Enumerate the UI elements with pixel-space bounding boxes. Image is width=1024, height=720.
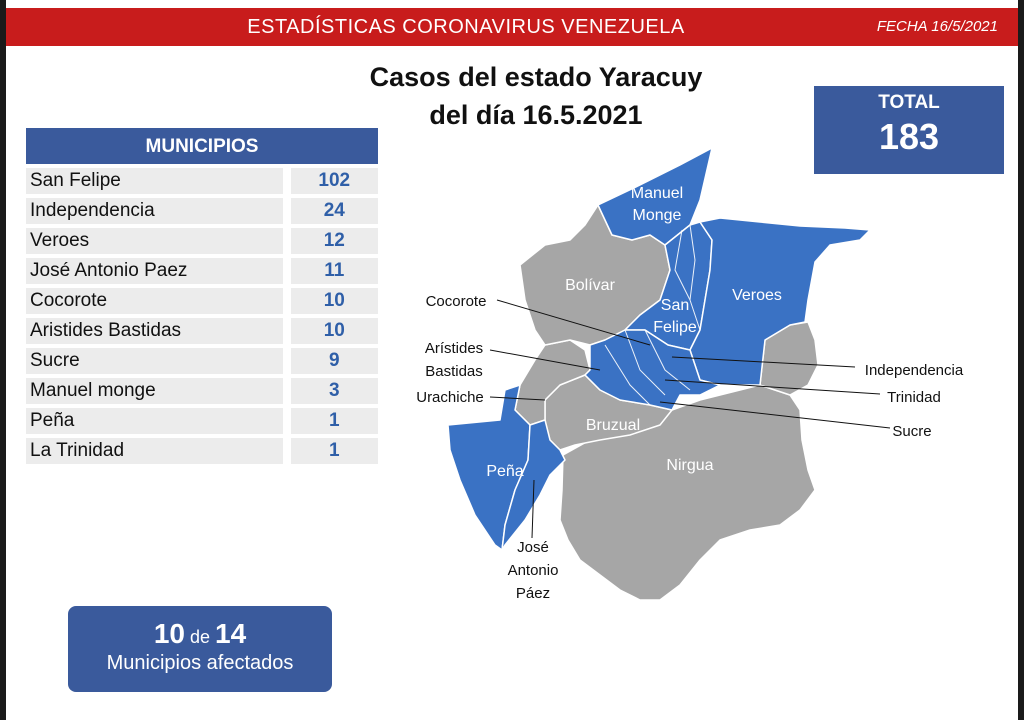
label-bruzual: Bruzual xyxy=(586,417,640,434)
row-value: 102 xyxy=(290,168,378,194)
row-name: Veroes xyxy=(26,228,283,254)
border-line xyxy=(624,329,666,396)
label-aristides-1: Arístides xyxy=(425,340,483,357)
leader-line-cocorote xyxy=(496,299,651,346)
leader-line-sucre xyxy=(659,401,891,429)
affected-count: 10 xyxy=(153,618,185,649)
leader-line-jap xyxy=(531,479,535,539)
table-row: José Antonio Paez 11 xyxy=(26,258,378,284)
label-sucre: Sucre xyxy=(892,423,931,440)
row-value: 11 xyxy=(290,258,378,284)
region-veroes xyxy=(689,217,871,386)
label-independencia: Independencia xyxy=(865,362,964,379)
table-row: Aristides Bastidas 10 xyxy=(26,318,378,344)
label-trinidad: Trinidad xyxy=(887,389,941,406)
total-box: TOTAL 183 xyxy=(814,86,1004,174)
table-row: San Felipe 102 xyxy=(26,168,378,194)
label-manuel-monge-2: Monge xyxy=(633,207,682,224)
row-name: Aristides Bastidas xyxy=(26,318,283,344)
label-bolivar: Bolívar xyxy=(565,277,615,294)
label-jap-1: José xyxy=(517,539,549,556)
header-title: ESTADÍSTICAS CORONAVIRUS VENEZUELA xyxy=(247,16,685,38)
border-line xyxy=(674,229,691,301)
title-line-2: del día 16.5.2021 xyxy=(429,100,643,130)
table-row: Manuel monge 3 xyxy=(26,378,378,404)
affected-label: Municipios afectados xyxy=(106,652,294,674)
row-name: Cocorote xyxy=(26,288,283,314)
table-row: Peña 1 xyxy=(26,408,378,434)
label-jap-3: Páez xyxy=(516,585,550,602)
row-value: 10 xyxy=(290,318,378,344)
total-value: 183 xyxy=(878,116,940,157)
table-row: Veroes 12 xyxy=(26,228,378,254)
row-name: José Antonio Paez xyxy=(26,258,283,284)
affected-connector: de xyxy=(189,627,211,647)
row-name: Independencia xyxy=(26,198,283,224)
label-cocorote: Cocorote xyxy=(426,293,487,310)
region-nirgua xyxy=(559,384,816,601)
label-nirgua: Nirgua xyxy=(666,457,713,474)
row-value: 10 xyxy=(290,288,378,314)
title-line-1: Casos del estado Yaracuy xyxy=(369,62,703,92)
leader-line-trinidad xyxy=(664,379,881,395)
row-value: 24 xyxy=(290,198,378,224)
affected-summary: 10 de 14 Municipios afectados xyxy=(68,606,332,692)
row-value: 3 xyxy=(290,378,378,404)
row-name: Sucre xyxy=(26,348,283,374)
label-san-felipe-2: Felipe xyxy=(653,319,697,336)
region-central-cluster xyxy=(584,329,721,411)
header-date: FECHA 16/5/2021 xyxy=(876,18,998,35)
label-jap-2: Antonio xyxy=(508,562,559,579)
header-bar: ESTADÍSTICAS CORONAVIRUS VENEZUELA FECHA… xyxy=(6,8,1018,46)
label-pena: Peña xyxy=(486,463,523,480)
total-label: TOTAL xyxy=(878,92,940,113)
leader-line-aristides xyxy=(489,349,601,371)
label-urachiche: Urachiche xyxy=(416,389,484,406)
row-name: La Trinidad xyxy=(26,438,283,464)
affected-total: 14 xyxy=(215,618,247,649)
table-row: Independencia 24 xyxy=(26,198,378,224)
row-value: 1 xyxy=(290,438,378,464)
label-veroes: Veroes xyxy=(732,287,782,304)
leader-line-urachiche xyxy=(489,396,546,401)
border-line xyxy=(689,224,701,331)
leader-line-independencia xyxy=(671,356,856,368)
row-value: 9 xyxy=(290,348,378,374)
row-name: Manuel monge xyxy=(26,378,283,404)
border-line xyxy=(604,344,651,406)
page-title: Casos del estado Yaracuy del día 16.5.20… xyxy=(336,58,736,134)
affected-count-line: 10 de 14 xyxy=(68,618,332,650)
report-card: ESTADÍSTICAS CORONAVIRUS VENEZUELA FECHA… xyxy=(6,0,1018,720)
label-aristides-2: Bastidas xyxy=(425,363,483,380)
table-header: MUNICIPIOS xyxy=(26,128,378,164)
row-value: 12 xyxy=(290,228,378,254)
label-manuel-monge-1: Manuel xyxy=(631,185,683,202)
label-san-felipe-1: San xyxy=(661,297,689,314)
border-line xyxy=(644,329,691,391)
municipios-table: MUNICIPIOS San Felipe 102 Independencia 24… xyxy=(26,128,378,464)
table-row: Sucre 9 xyxy=(26,348,378,374)
table-row: La Trinidad 1 xyxy=(26,438,378,464)
row-value: 1 xyxy=(290,408,378,434)
row-name: Peña xyxy=(26,408,283,434)
row-name: San Felipe xyxy=(26,168,283,194)
table-row: Cocorote 10 xyxy=(26,288,378,314)
